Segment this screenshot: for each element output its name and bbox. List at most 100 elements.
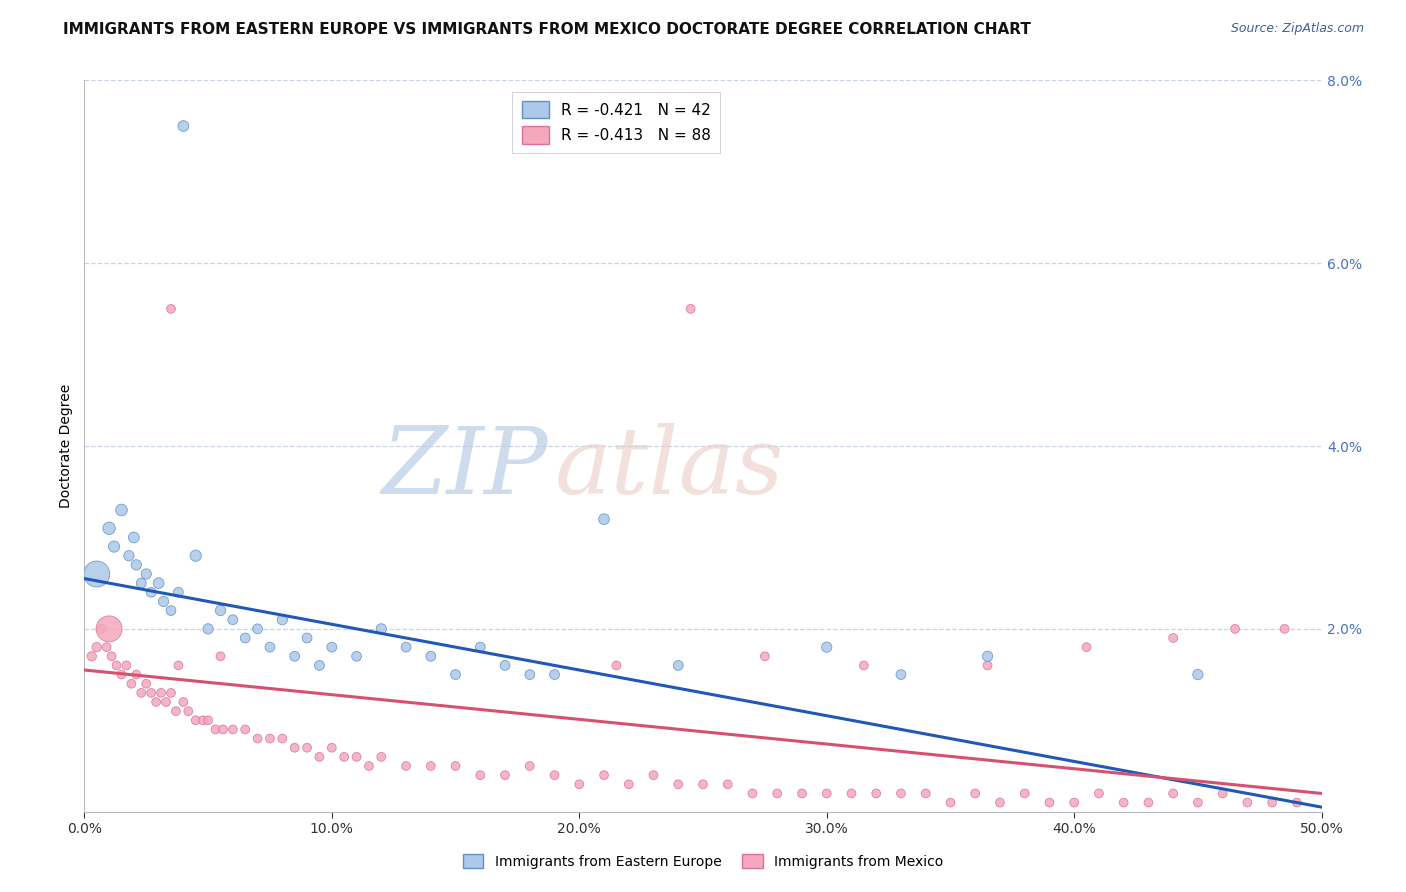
Point [115, 658, 138, 673]
Point [148, 576, 170, 591]
Point [172, 695, 194, 709]
Point [1274, 622, 1296, 636]
Point [167, 658, 190, 673]
Point [129, 576, 152, 591]
Point [167, 585, 190, 599]
Point [890, 787, 912, 801]
Point [568, 777, 591, 791]
Point [125, 558, 148, 572]
Point [1236, 796, 1258, 810]
Point [852, 658, 875, 673]
Point [141, 585, 163, 599]
Point [890, 667, 912, 681]
Point [1137, 796, 1160, 810]
Point [145, 695, 167, 709]
Point [295, 740, 318, 755]
Point [1088, 787, 1111, 801]
Legend: R = -0.421   N = 42, R = -0.413   N = 88: R = -0.421 N = 42, R = -0.413 N = 88 [512, 92, 720, 153]
Point [321, 740, 343, 755]
Point [1063, 796, 1085, 810]
Point [165, 704, 187, 718]
Point [100, 649, 122, 664]
Point [444, 759, 467, 773]
Point [160, 603, 183, 617]
Point [197, 622, 219, 636]
Point [233, 723, 256, 737]
Point [1223, 622, 1246, 636]
Point [666, 658, 689, 673]
Point [841, 787, 863, 801]
Point [125, 667, 148, 681]
Point [129, 686, 152, 700]
Point [976, 649, 998, 664]
Point [246, 622, 269, 636]
Point [135, 676, 157, 690]
Y-axis label: Doctorate Degree: Doctorate Degree [59, 384, 73, 508]
Point [1112, 796, 1135, 810]
Point [86, 640, 108, 655]
Point [333, 749, 356, 764]
Point [754, 649, 776, 664]
Point [914, 787, 936, 801]
Point [815, 787, 838, 801]
Point [105, 658, 128, 673]
Point [184, 549, 207, 563]
Point [246, 731, 269, 746]
Point [593, 768, 616, 782]
Point [1038, 796, 1060, 810]
Point [988, 796, 1011, 810]
Point [1261, 796, 1284, 810]
Point [160, 301, 183, 316]
Point [212, 723, 235, 737]
Point [160, 686, 183, 700]
Point [790, 787, 813, 801]
Text: Source: ZipAtlas.com: Source: ZipAtlas.com [1230, 22, 1364, 36]
Point [135, 567, 157, 582]
Point [177, 704, 200, 718]
Point [965, 787, 987, 801]
Point [110, 667, 132, 681]
Point [204, 723, 226, 737]
Point [308, 749, 330, 764]
Point [284, 740, 307, 755]
Point [470, 768, 492, 782]
Point [271, 613, 294, 627]
Point [222, 723, 245, 737]
Point [209, 649, 232, 664]
Point [197, 714, 219, 728]
Point [120, 676, 142, 690]
Point [103, 540, 125, 554]
Point [357, 759, 380, 773]
Point [939, 796, 962, 810]
Legend: Immigrants from Eastern Europe, Immigrants from Mexico: Immigrants from Eastern Europe, Immigran… [457, 848, 949, 874]
Point [494, 768, 516, 782]
Point [172, 119, 194, 133]
Point [617, 777, 640, 791]
Point [118, 549, 141, 563]
Point [395, 640, 418, 655]
Point [155, 695, 177, 709]
Point [370, 749, 392, 764]
Point [209, 603, 232, 617]
Point [110, 503, 132, 517]
Point [370, 622, 392, 636]
Point [593, 512, 616, 526]
Point [494, 658, 516, 673]
Point [284, 649, 307, 664]
Point [865, 787, 887, 801]
Point [395, 759, 418, 773]
Point [1212, 787, 1234, 801]
Point [98, 521, 121, 535]
Text: IMMIGRANTS FROM EASTERN EUROPE VS IMMIGRANTS FROM MEXICO DOCTORATE DEGREE CORREL: IMMIGRANTS FROM EASTERN EUROPE VS IMMIGR… [63, 22, 1031, 37]
Point [543, 768, 565, 782]
Point [444, 667, 467, 681]
Point [346, 649, 368, 664]
Point [519, 667, 541, 681]
Point [271, 731, 294, 746]
Point [519, 759, 541, 773]
Point [346, 749, 368, 764]
Point [679, 301, 702, 316]
Point [543, 667, 565, 681]
Point [321, 640, 343, 655]
Text: ZIP: ZIP [381, 423, 548, 513]
